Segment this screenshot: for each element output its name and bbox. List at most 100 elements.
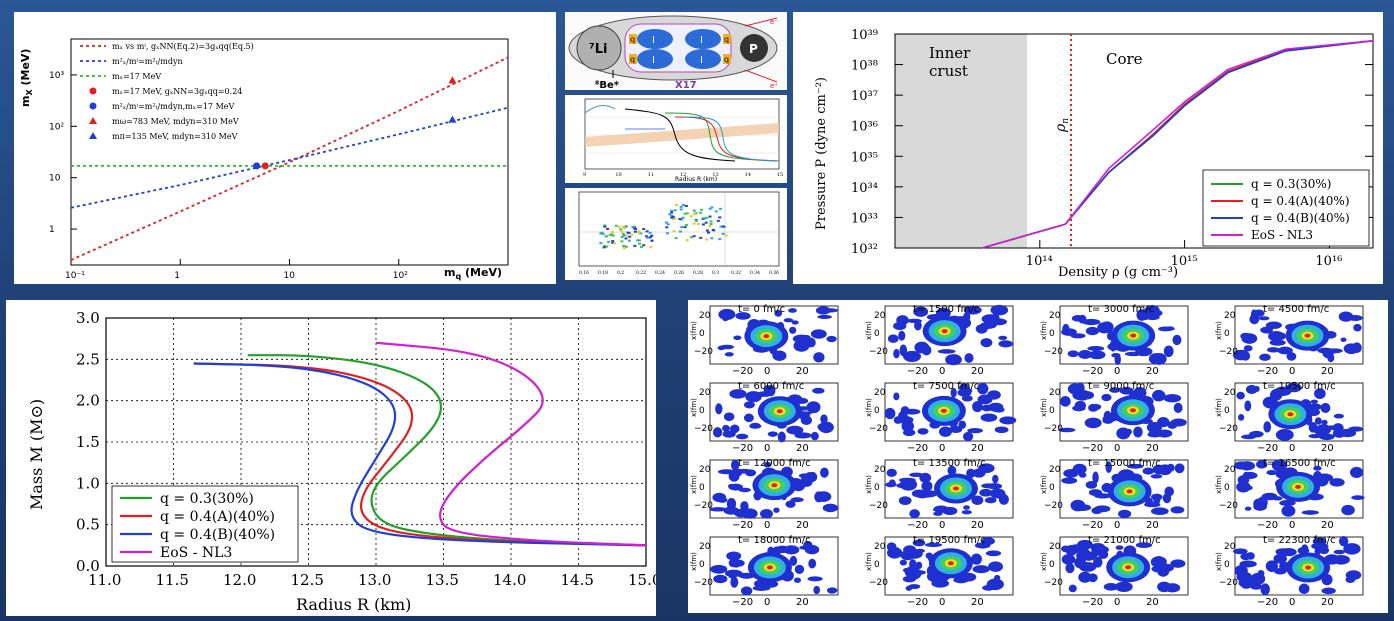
noise-blob bbox=[938, 349, 956, 354]
noise-blob bbox=[1321, 403, 1331, 413]
x-tick-label: 12 bbox=[680, 172, 686, 178]
noise-blob bbox=[786, 426, 803, 435]
scatter-cell bbox=[602, 233, 605, 235]
noise-blob bbox=[1316, 474, 1333, 482]
noise-blob bbox=[888, 334, 899, 343]
y-tick-label: −20 bbox=[869, 578, 888, 588]
y-axis-label: Pressure P (dyne cm⁻²) bbox=[814, 77, 829, 230]
core-peak bbox=[763, 334, 769, 338]
noise-blob bbox=[1257, 570, 1264, 577]
legend-marker bbox=[89, 132, 97, 139]
noise-blob bbox=[715, 403, 722, 414]
scatter-cell bbox=[605, 235, 608, 237]
y-tick-label: 0 bbox=[874, 329, 880, 339]
y-axis-label: x(fm) bbox=[1040, 475, 1048, 494]
scatter-cell bbox=[702, 223, 705, 225]
x-tick-label: 14.5 bbox=[561, 571, 594, 589]
scatter-cell bbox=[646, 237, 649, 239]
x-tick-label: 0 bbox=[764, 443, 770, 454]
noise-blob bbox=[820, 414, 828, 423]
legend-label: m²ₓ/mⁱ=m²ₜ/m₝dyn,mₓ=17 MeV bbox=[112, 102, 234, 111]
x-tick-label: 0.18 bbox=[598, 270, 608, 276]
scatter-cell bbox=[680, 226, 683, 228]
noise-blob bbox=[722, 425, 730, 432]
noise-blob bbox=[805, 549, 813, 554]
noise-blob bbox=[724, 412, 735, 421]
panel-title: t= 1500 fm/c bbox=[913, 304, 979, 315]
noise-blob bbox=[988, 561, 1003, 571]
noise-blob bbox=[1236, 392, 1244, 400]
legend-label: mₓ=17 MeV bbox=[112, 72, 161, 81]
noise-blob bbox=[1175, 463, 1185, 473]
noise-blob bbox=[1151, 507, 1169, 515]
x-tick-label: 0 bbox=[1114, 366, 1120, 377]
noise-blob bbox=[813, 586, 820, 594]
noise-blob bbox=[728, 484, 735, 489]
core-peak bbox=[1287, 412, 1293, 416]
noise-blob bbox=[718, 469, 736, 474]
y-tick-label: 10³ bbox=[49, 71, 64, 81]
scatter-cell bbox=[722, 233, 725, 235]
y-tick-label: −20 bbox=[1219, 578, 1238, 588]
legend-label: q = 0.4(A)(40%) bbox=[160, 509, 275, 525]
y-tick-label: 0 bbox=[1049, 560, 1055, 570]
panel-title: t= 18000 fm/c bbox=[738, 535, 811, 546]
noise-blob bbox=[745, 391, 762, 402]
core-peak bbox=[1127, 489, 1133, 493]
noise-blob bbox=[808, 559, 816, 569]
y-tick-label: 20 bbox=[874, 311, 886, 321]
x-tick-label: 0.36 bbox=[769, 270, 779, 276]
noise-blob bbox=[760, 509, 773, 519]
scatter-cell bbox=[709, 220, 712, 222]
y-tick-label: 10³⁸ bbox=[851, 59, 878, 74]
x-tick-label: −20 bbox=[1257, 520, 1278, 531]
noise-blob bbox=[1239, 560, 1256, 567]
y-tick-label: 3.0 bbox=[76, 309, 100, 327]
noise-blob bbox=[1157, 429, 1173, 437]
y-tick-label: 1.0 bbox=[76, 474, 100, 492]
curve-cyan bbox=[685, 117, 779, 161]
y-tick-label: −20 bbox=[694, 578, 713, 588]
scatter-cell bbox=[622, 226, 625, 228]
y-tick-label: 20 bbox=[874, 388, 886, 398]
noise-blob bbox=[1104, 583, 1119, 591]
x-tick-label: 10⁻¹ bbox=[65, 271, 85, 281]
noise-blob bbox=[903, 576, 916, 583]
x-tick-label: −20 bbox=[1257, 597, 1278, 608]
y-tick-label: 10³⁶ bbox=[851, 120, 878, 135]
noise-blob bbox=[1060, 396, 1071, 407]
legend-marker bbox=[90, 103, 97, 110]
q-label: q bbox=[724, 55, 729, 64]
scatter-cell bbox=[699, 212, 702, 214]
noise-blob bbox=[1072, 467, 1086, 472]
noise-blob bbox=[978, 395, 993, 405]
noise-blob bbox=[744, 401, 755, 408]
x-tick-label: 0 bbox=[939, 366, 945, 377]
y-tick-label: 0 bbox=[699, 406, 705, 416]
scatter-cell bbox=[680, 208, 683, 210]
scatter-cell bbox=[666, 232, 669, 234]
noise-blob bbox=[1079, 472, 1087, 477]
heatmap-panel: t= 6000 fm/cx(fm)200−20−20 0 20 bbox=[690, 381, 838, 454]
scatter-cell bbox=[628, 236, 631, 238]
noise-blob bbox=[1163, 493, 1171, 503]
y-tick-label: 20 bbox=[1224, 311, 1236, 321]
legend-label: q = 0.3(30%) bbox=[1251, 177, 1331, 191]
noise-blob bbox=[1311, 400, 1318, 404]
y-axis-label: x(fm) bbox=[1215, 475, 1223, 494]
y-tick-label: −20 bbox=[869, 501, 888, 511]
noise-blob bbox=[816, 491, 832, 502]
scatter-cell bbox=[705, 239, 708, 241]
y-axis-label: x(fm) bbox=[690, 321, 698, 340]
panel-title: t= 21000 fm/c bbox=[1088, 535, 1161, 546]
noise-blob bbox=[1087, 346, 1104, 351]
noise-blob bbox=[986, 483, 1002, 489]
noise-blob bbox=[1259, 316, 1270, 320]
noise-blob bbox=[917, 494, 929, 499]
x-tick-label: 0 bbox=[1114, 443, 1120, 454]
y-axis-label: x(fm) bbox=[1040, 552, 1048, 571]
noise-blob bbox=[789, 327, 796, 334]
scatter-cell bbox=[625, 237, 628, 239]
y-tick-label: −20 bbox=[1219, 501, 1238, 511]
x-tick-label: 20 bbox=[1146, 366, 1159, 377]
